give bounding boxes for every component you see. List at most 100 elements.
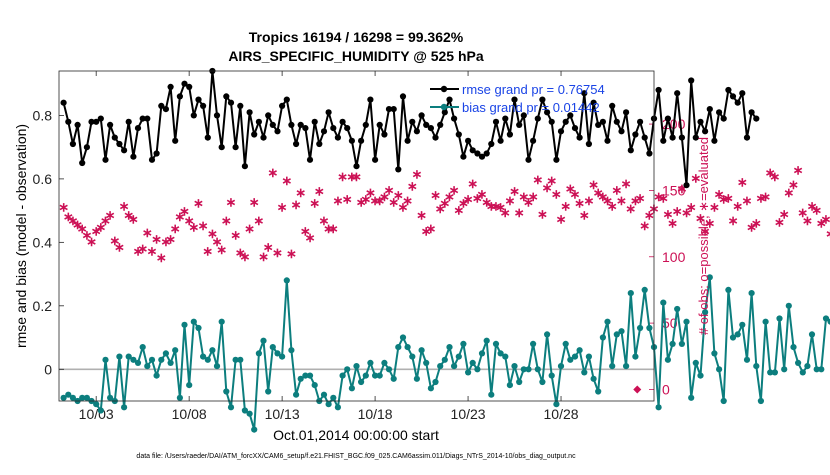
- rmse-point: [363, 122, 369, 128]
- bias-point: [349, 385, 355, 391]
- bias-point: [749, 290, 755, 296]
- bias-point: [353, 363, 359, 369]
- rmse-point: [293, 141, 299, 147]
- bias-point: [260, 338, 266, 344]
- rmse-point: [395, 166, 401, 172]
- rmse-point: [274, 128, 280, 134]
- legend-rmse-marker: [441, 86, 447, 92]
- bias-point: [98, 407, 104, 413]
- rmse-point: [721, 116, 727, 122]
- obs-count-marker: ∗: [537, 206, 548, 221]
- rmse-line: [64, 71, 757, 185]
- bias-point: [716, 366, 722, 372]
- rmse-point: [214, 112, 220, 118]
- rmse-point: [381, 131, 387, 137]
- rmse-point: [126, 119, 132, 125]
- bias-point: [214, 363, 220, 369]
- bias-point: [656, 404, 662, 410]
- bias-point: [507, 382, 513, 388]
- obs-count-marker: ∗: [769, 169, 780, 184]
- bias-point: [530, 341, 536, 347]
- bias-point: [228, 404, 234, 410]
- bias-point: [330, 395, 336, 401]
- bias-point: [237, 357, 243, 363]
- bias-point: [363, 373, 369, 379]
- rmse-point: [465, 138, 471, 144]
- obs-count-marker: ∗: [635, 190, 646, 205]
- bias-point: [386, 366, 392, 372]
- bias-point: [516, 379, 522, 385]
- bias-point: [683, 319, 689, 325]
- bias-point: [154, 373, 160, 379]
- rmse-point: [405, 138, 411, 144]
- bias-point: [581, 369, 587, 375]
- rmse-point: [656, 87, 662, 93]
- rmse-point: [344, 125, 350, 131]
- legend-bias-label: bias grand pr = 0.01442: [462, 100, 600, 115]
- rmse-point: [502, 116, 508, 122]
- rmse-point: [409, 119, 415, 125]
- rmse-point: [604, 138, 610, 144]
- bias-point: [818, 366, 824, 372]
- bias-point: [446, 344, 452, 350]
- bias-point: [697, 373, 703, 379]
- bias-point: [735, 331, 741, 337]
- bias-point: [470, 360, 476, 366]
- rmse-point: [498, 138, 504, 144]
- obs-count-marker: ∗: [216, 242, 227, 257]
- rmse-point: [707, 106, 713, 112]
- bias-point: [400, 334, 406, 340]
- bias-point: [763, 319, 769, 325]
- bias-point: [442, 357, 448, 363]
- bias-point: [135, 360, 141, 366]
- y-tick-label: 0.8: [33, 107, 53, 123]
- bias-point: [772, 369, 778, 375]
- rmse-point: [437, 122, 443, 128]
- obs-count-marker: ∗: [105, 208, 116, 223]
- rmse-point: [116, 141, 122, 147]
- rmse-point: [414, 128, 420, 134]
- bias-point: [795, 360, 801, 366]
- bias-point: [591, 376, 597, 382]
- rmse-point: [739, 90, 745, 96]
- rmse-point: [223, 93, 229, 99]
- bias-point: [595, 388, 601, 394]
- rmse-point: [168, 84, 174, 90]
- rmse-point: [442, 109, 448, 115]
- rmse-point: [460, 154, 466, 160]
- rmse-point: [302, 125, 308, 131]
- x-tick-label: 10/13: [265, 406, 300, 422]
- obs-count-marker: ∗: [267, 165, 278, 180]
- obs-extra-marker: [633, 385, 641, 393]
- x-axis-label: Oct.01,2014 00:00:00 start: [273, 427, 439, 443]
- rmse-point: [702, 128, 708, 134]
- bias-point: [790, 344, 796, 350]
- bias-point: [572, 354, 578, 360]
- bias-point: [665, 357, 671, 363]
- y-tick-label: 0.6: [33, 171, 53, 187]
- y-axis-label: rmse and bias (model - observation): [13, 124, 29, 348]
- rmse-point: [563, 119, 569, 125]
- bias-point: [223, 388, 229, 394]
- bias-point: [93, 401, 99, 407]
- rmse-point: [177, 93, 183, 99]
- rmse-point: [312, 119, 318, 125]
- obs-count-marker: ∗: [737, 174, 748, 189]
- bias-point: [405, 344, 411, 350]
- obs-count-marker: ∗: [295, 185, 306, 200]
- bias-point: [195, 325, 201, 331]
- rmse-point: [279, 103, 285, 109]
- rmse-point: [154, 150, 160, 156]
- rmse-point: [84, 144, 90, 150]
- bias-point: [493, 341, 499, 347]
- obs-count-marker: ∗: [314, 184, 325, 199]
- rmse-point: [353, 163, 359, 169]
- rmse-point: [679, 135, 685, 141]
- x-tick-label: 10/08: [172, 406, 207, 422]
- rmse-point: [205, 135, 211, 141]
- y2-tick-label: 100: [662, 249, 686, 265]
- rmse-point: [697, 119, 703, 125]
- y-tick-label: 0.2: [33, 298, 53, 314]
- obs-count-marker: ∗: [230, 228, 241, 243]
- bias-point: [646, 325, 652, 331]
